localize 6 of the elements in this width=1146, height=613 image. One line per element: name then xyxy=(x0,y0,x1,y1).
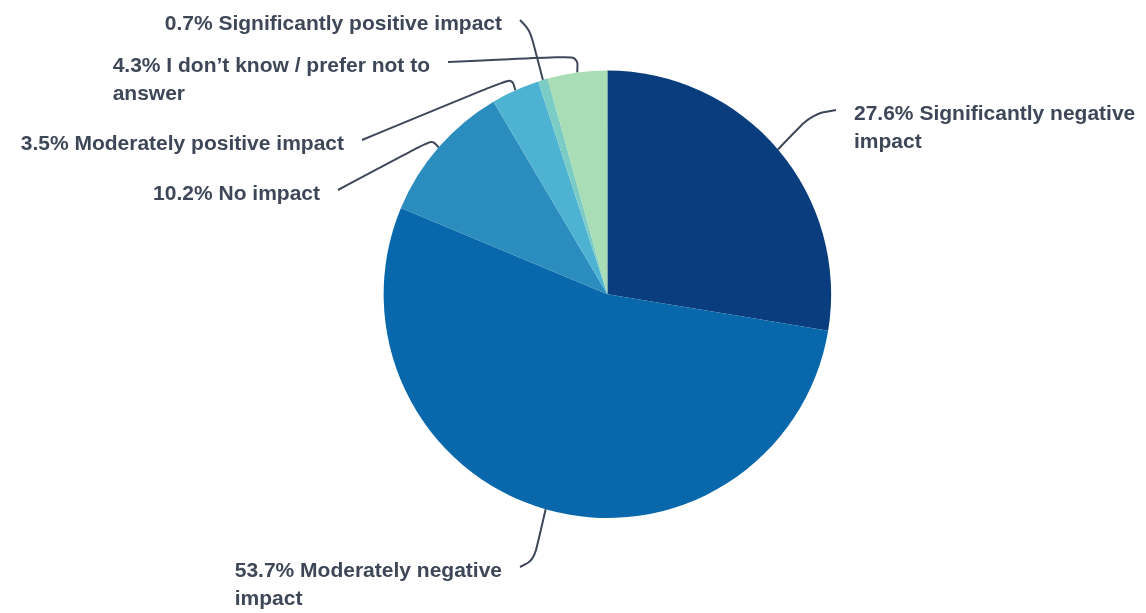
slice-label: 0.7% Significantly positive impact xyxy=(164,10,503,34)
slice-label: 27.6% Significantly negative impact xyxy=(854,100,1136,152)
slice-label: 4.3% I don’t know / prefer not to answer xyxy=(112,52,431,104)
slice-label: 53.7% Moderately negative impact xyxy=(234,557,502,609)
slice-label: 10.2% No impact xyxy=(153,180,321,204)
slice-label: 3.5% Moderately positive impact xyxy=(20,130,345,154)
